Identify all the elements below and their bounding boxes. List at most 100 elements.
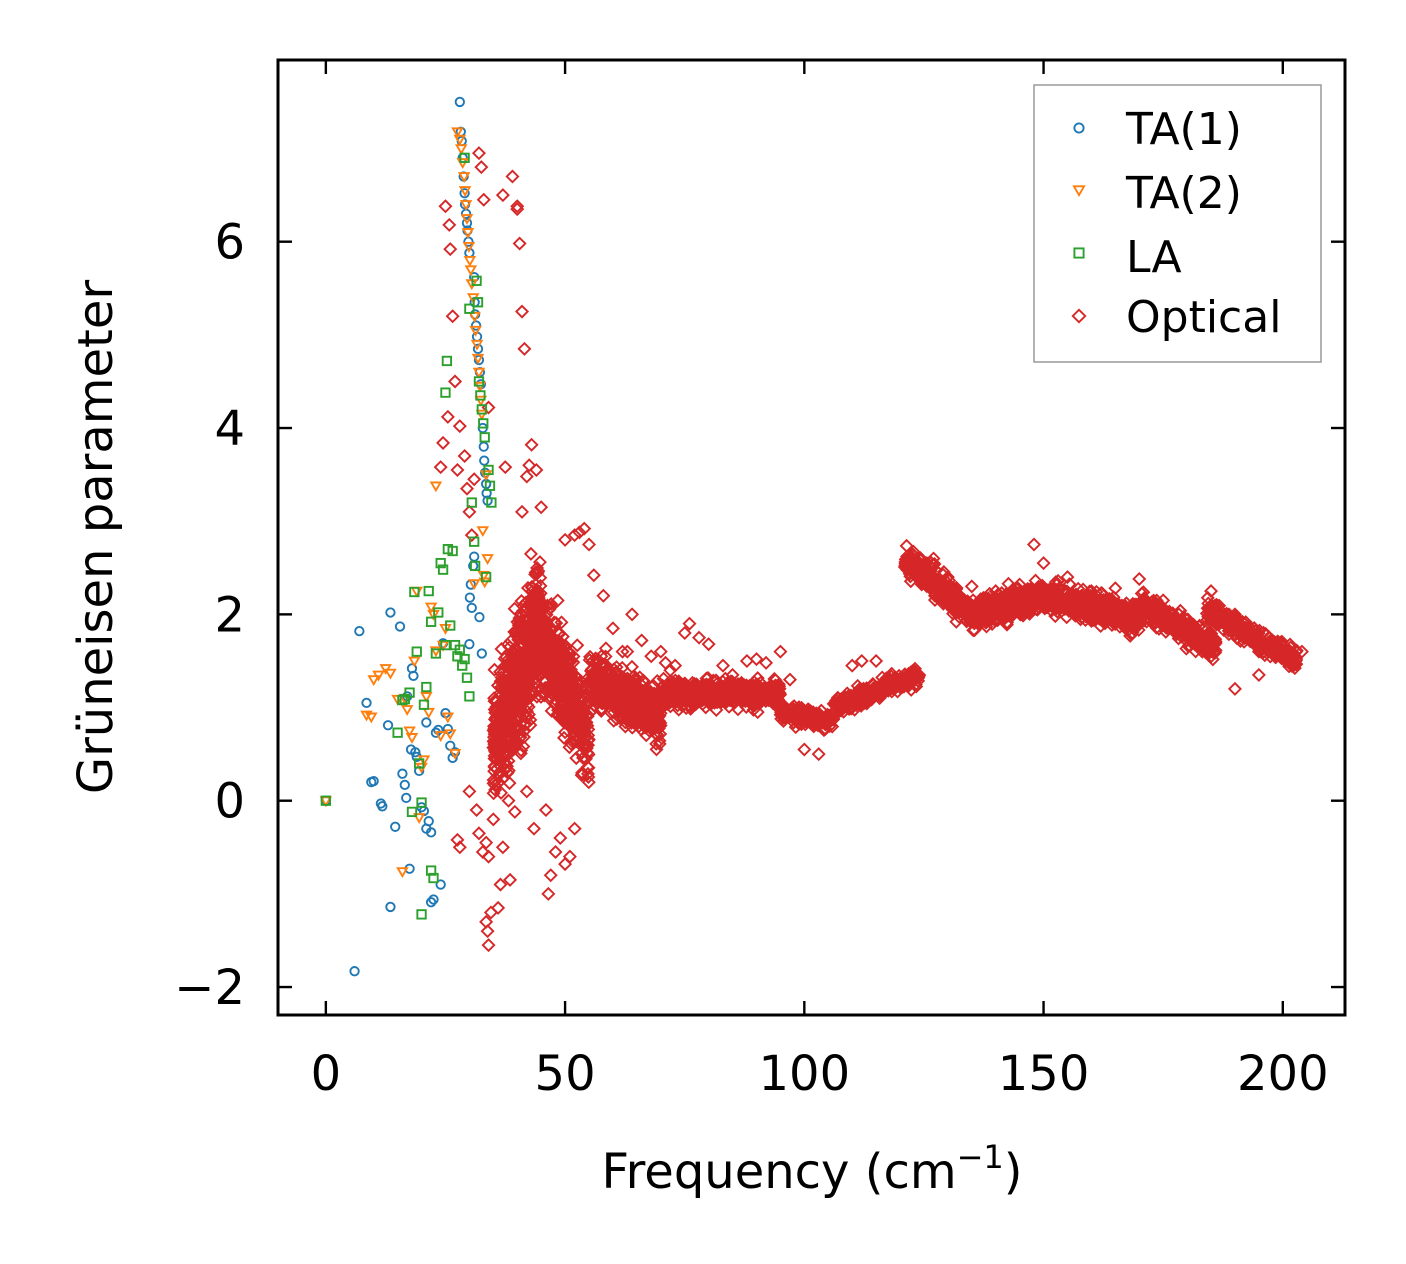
data-point xyxy=(854,653,869,668)
data-point xyxy=(472,367,486,379)
optical-band-point xyxy=(1111,611,1126,626)
optical-band-point xyxy=(564,734,579,749)
data-point xyxy=(1275,642,1290,657)
optical-band-point xyxy=(587,687,602,702)
optical-band-point xyxy=(1229,614,1244,629)
data-point xyxy=(462,242,476,253)
optical-band-point xyxy=(639,728,654,743)
data-point xyxy=(1012,577,1027,592)
plot-frame xyxy=(276,58,1347,1017)
data-point xyxy=(397,768,408,779)
data-point xyxy=(543,868,558,883)
data-point xyxy=(459,188,470,199)
optical-band-point xyxy=(501,793,516,808)
data-point xyxy=(500,765,515,780)
data-point xyxy=(811,747,826,762)
optical-band-point xyxy=(502,776,517,791)
data-point xyxy=(425,897,437,908)
data-point xyxy=(406,806,418,818)
data-point xyxy=(425,616,437,627)
optical-band-point xyxy=(509,625,524,640)
data-point xyxy=(466,497,477,508)
optical-band-point xyxy=(1082,584,1097,599)
data-point xyxy=(558,532,573,547)
data-point xyxy=(467,472,482,487)
optical-band-point xyxy=(875,675,890,691)
optical-band-point xyxy=(699,687,714,703)
optical-band-point xyxy=(909,559,924,574)
data-point xyxy=(441,712,455,724)
optical-band-point xyxy=(601,661,616,676)
optical-band-point xyxy=(990,613,1005,628)
data-point xyxy=(1294,644,1309,659)
optical-band-point xyxy=(1072,604,1087,619)
data-point xyxy=(462,784,477,799)
optical-band-point xyxy=(497,705,512,720)
data-point xyxy=(478,418,489,429)
data-point xyxy=(478,441,489,452)
data-point xyxy=(715,658,730,673)
data-point xyxy=(436,435,451,450)
optical-band-point xyxy=(488,705,503,720)
optical-band-point xyxy=(671,702,686,717)
data-point xyxy=(878,672,893,687)
data-point xyxy=(475,390,486,401)
data-point xyxy=(392,727,403,738)
optical-band-point xyxy=(639,696,654,711)
optical-band-point xyxy=(533,570,548,585)
data-point xyxy=(526,821,541,836)
optical-band-point xyxy=(724,688,739,703)
data-point xyxy=(440,639,451,651)
data-point xyxy=(450,462,465,477)
data-point xyxy=(605,621,620,636)
data-point xyxy=(435,879,446,890)
data-point xyxy=(515,504,530,519)
data-point xyxy=(486,812,501,827)
optical-band-point xyxy=(594,657,609,672)
optical-band-point xyxy=(1212,610,1227,625)
x-tick-label: 0 xyxy=(311,1046,342,1102)
data-point xyxy=(468,311,481,323)
optical-band-point xyxy=(487,748,502,763)
data-point xyxy=(433,607,444,618)
optical-band-point xyxy=(516,676,531,691)
optical-band-point xyxy=(572,727,587,742)
optical-band-point xyxy=(964,604,979,619)
data-point xyxy=(821,714,836,729)
data-point xyxy=(653,644,668,659)
data-point xyxy=(349,966,360,977)
data-point xyxy=(797,705,812,720)
optical-band-point xyxy=(505,697,520,712)
data-point xyxy=(581,537,597,552)
optical-band-point xyxy=(607,683,622,698)
data-point xyxy=(459,200,473,211)
data-point xyxy=(471,353,485,365)
optical-band-point xyxy=(652,736,667,751)
data-point xyxy=(893,674,908,689)
optical-band-point xyxy=(692,681,707,696)
data-point xyxy=(409,586,420,598)
data-point xyxy=(548,844,563,859)
data-point xyxy=(463,256,477,267)
data-point xyxy=(454,96,465,108)
optical-band-point xyxy=(533,660,548,675)
data-point xyxy=(558,857,573,872)
data-point xyxy=(988,584,1003,599)
data-point xyxy=(421,717,432,728)
y-tick-label: 2 xyxy=(214,587,245,643)
optical-band-point xyxy=(544,666,559,681)
optical-band-point xyxy=(1206,646,1221,661)
optical-band-point xyxy=(766,696,781,711)
optical-band-point xyxy=(1286,657,1301,672)
data-point xyxy=(541,886,556,901)
data-point xyxy=(1060,570,1075,585)
optical-band-point xyxy=(889,676,904,691)
optical-band-point xyxy=(1185,631,1200,646)
data-point xyxy=(428,872,439,884)
optical-band-point xyxy=(985,599,1000,614)
optical-band-point xyxy=(918,573,933,588)
optical-band-point xyxy=(539,607,554,622)
optical-band-point xyxy=(1121,623,1136,638)
optical-band-point xyxy=(570,638,585,653)
